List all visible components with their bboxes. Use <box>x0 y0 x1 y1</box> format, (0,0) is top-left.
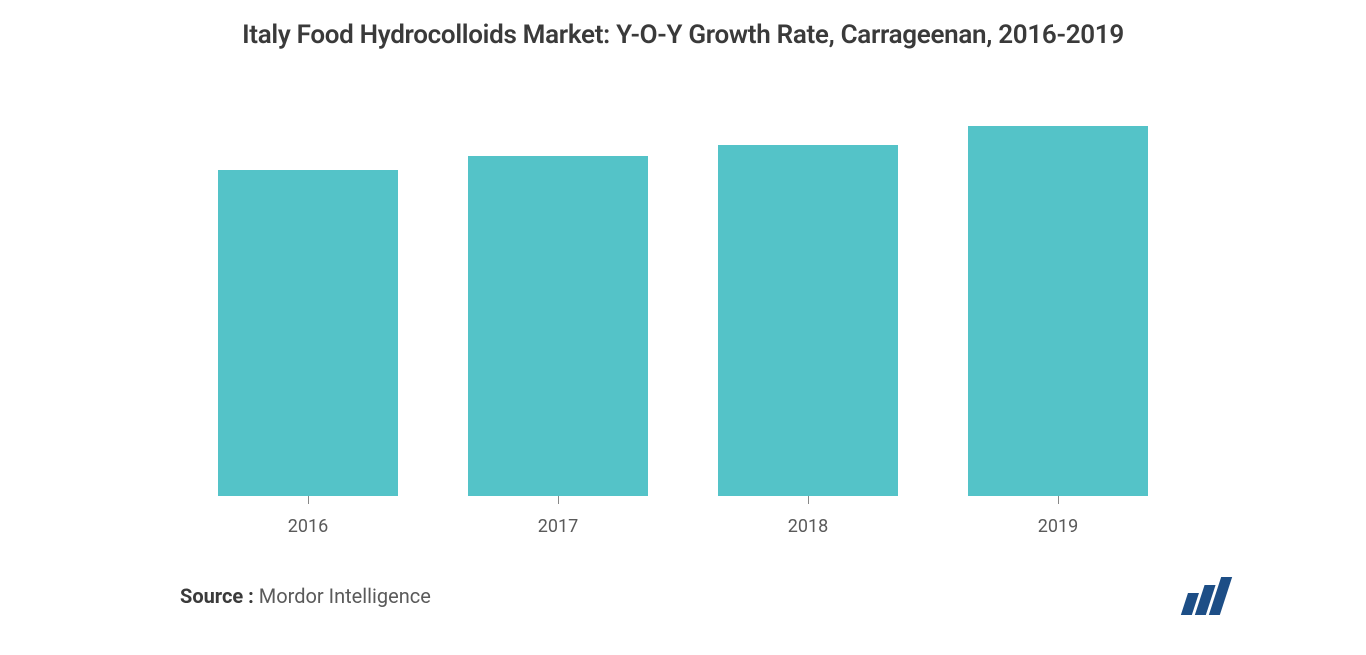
bar-xlabel: 2016 <box>288 516 328 537</box>
bar <box>468 156 648 496</box>
source-row: Source : Mordor Intelligence <box>60 547 1306 625</box>
bar-group: 2019 <box>968 126 1148 537</box>
chart-container: Italy Food Hydrocolloids Market: Y-O-Y G… <box>0 0 1366 655</box>
axis-tick <box>558 496 559 504</box>
chart-title: Italy Food Hydrocolloids Market: Y-O-Y G… <box>60 20 1306 50</box>
logo-bars-icon <box>1181 577 1232 615</box>
bar <box>968 126 1148 496</box>
bar-group: 2017 <box>468 156 648 537</box>
bar-xlabel: 2017 <box>538 516 578 537</box>
brand-logo <box>1187 577 1226 615</box>
source-label: Source : <box>180 584 254 608</box>
bar-group: 2016 <box>218 170 398 537</box>
bar-group: 2018 <box>718 145 898 538</box>
plot-area: 2016 2017 2018 2019 <box>60 100 1306 537</box>
bar-xlabel: 2018 <box>788 516 828 537</box>
source-text: Source : Mordor Intelligence <box>180 584 431 608</box>
bar <box>718 145 898 497</box>
bar-xlabel: 2019 <box>1038 516 1078 537</box>
axis-tick <box>308 496 309 504</box>
axis-tick <box>1058 496 1059 504</box>
bar <box>218 170 398 496</box>
axis-tick <box>808 496 809 504</box>
source-value: Mordor Intelligence <box>259 584 431 608</box>
